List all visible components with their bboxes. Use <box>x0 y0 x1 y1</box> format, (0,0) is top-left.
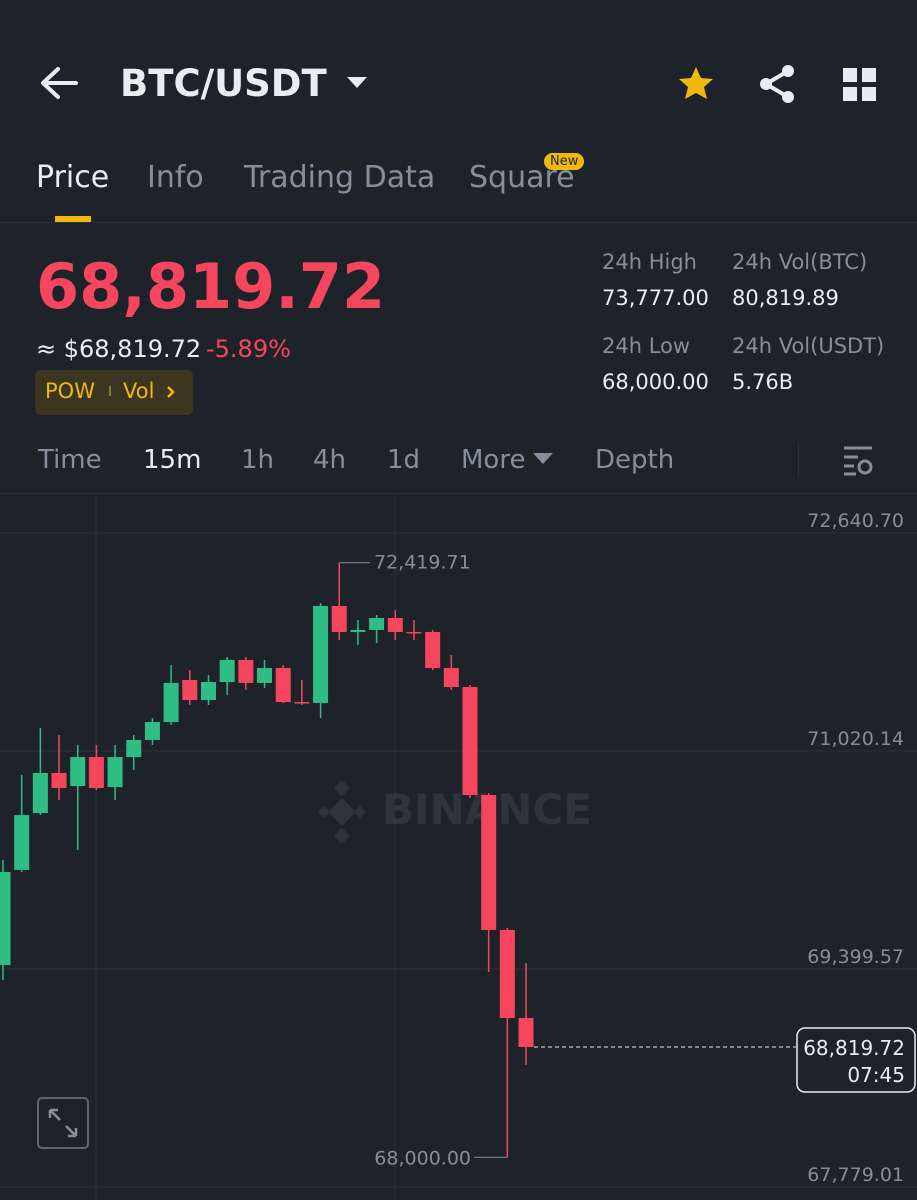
tab[interactable]: Price <box>36 160 110 195</box>
candle-body <box>219 659 235 683</box>
favorite-star[interactable] <box>676 64 716 104</box>
high-marker-label: 72,419.71 <box>374 552 471 574</box>
stat-value: 68,000.00 <box>602 370 709 394</box>
pair-dropdown[interactable] <box>346 76 368 90</box>
candle-body <box>32 772 48 814</box>
pair-title[interactable]: BTC/USDT <box>120 62 327 105</box>
interval[interactable]: 1h <box>241 445 275 475</box>
new-badge: New <box>544 153 585 170</box>
candle-body <box>182 679 198 701</box>
watermark-logo <box>318 780 366 844</box>
interval[interactable]: Depth <box>595 445 675 475</box>
tag-chevron <box>167 386 175 398</box>
interval[interactable]: 4h <box>313 445 347 475</box>
candle-body <box>313 606 329 703</box>
y-tick-label: 71,020.14 <box>807 728 904 750</box>
stat-label: 24h Low <box>602 334 691 358</box>
candle-body <box>425 631 441 669</box>
divider <box>798 442 799 478</box>
candle-body <box>144 721 160 740</box>
candle-body <box>350 629 366 632</box>
candle-body <box>238 659 254 683</box>
low-marker-label: 68,000.00 <box>374 1147 471 1169</box>
tag[interactable]: POW <box>45 379 95 403</box>
candle-body <box>443 668 459 687</box>
usd-price: ≈ $68,819.72 <box>36 335 202 363</box>
tab[interactable]: Info <box>147 160 204 195</box>
y-tick-label: 69,399.57 <box>807 946 904 968</box>
candle-body <box>14 815 30 870</box>
back-button[interactable] <box>38 64 80 102</box>
tag-separator <box>109 386 111 396</box>
divider <box>0 222 917 223</box>
interval[interactable]: 1d <box>387 445 421 475</box>
fullscreen-icon <box>48 1108 78 1138</box>
interval[interactable]: More <box>461 445 526 475</box>
last-price-label: 68,819.72 <box>803 1036 905 1060</box>
last-price: 68,819.72 <box>36 250 386 323</box>
more-dropdown[interactable] <box>533 453 553 465</box>
candle-body <box>331 606 347 632</box>
candle-body <box>518 1018 534 1048</box>
fullscreen-button[interactable] <box>37 1097 89 1149</box>
candle-body <box>275 668 291 703</box>
stat-label: 24h Vol(BTC) <box>732 250 868 274</box>
stat-value: 80,819.89 <box>732 286 839 310</box>
candle-body <box>200 682 216 701</box>
y-tick-label: 72,640.70 <box>807 510 904 532</box>
stat-value: 73,777.00 <box>602 286 709 310</box>
tab-indicator <box>55 216 91 222</box>
candle-body <box>70 757 86 786</box>
candle-body <box>0 871 11 966</box>
candle-body <box>107 757 123 788</box>
candle-body <box>481 795 497 930</box>
tag[interactable]: Vol <box>123 379 155 403</box>
stat-label: 24h High <box>602 250 697 274</box>
divider <box>0 493 917 494</box>
chart-settings[interactable] <box>842 444 874 476</box>
candle-body <box>257 668 273 683</box>
candle-body <box>499 929 515 1019</box>
candle-body <box>88 757 104 789</box>
candle-body <box>163 682 179 722</box>
share-button[interactable] <box>758 64 796 104</box>
y-tick-label: 67,779.01 <box>807 1164 904 1186</box>
tag-box[interactable] <box>35 370 193 415</box>
candle-body <box>387 617 403 632</box>
tab[interactable]: Trading Data <box>244 160 436 195</box>
candlestick-chart: BINANCE 72,640.7071,020.1469,399.5767,77… <box>0 495 917 1200</box>
stat-label: 24h Vol(USDT) <box>732 334 885 358</box>
countdown: 07:45 <box>847 1063 905 1087</box>
interval[interactable]: 15m <box>143 445 202 475</box>
candle-body <box>406 631 422 634</box>
price-change: -5.89% <box>206 335 291 363</box>
last-price-box <box>796 1027 916 1093</box>
candle-body <box>294 702 310 704</box>
candle-body <box>126 739 142 758</box>
stat-value: 5.76B <box>732 370 794 394</box>
candle-body <box>369 617 385 630</box>
interval[interactable]: Time <box>38 445 102 475</box>
candle-body <box>462 686 478 796</box>
candle-body <box>51 772 67 789</box>
layout-button[interactable] <box>843 68 877 102</box>
